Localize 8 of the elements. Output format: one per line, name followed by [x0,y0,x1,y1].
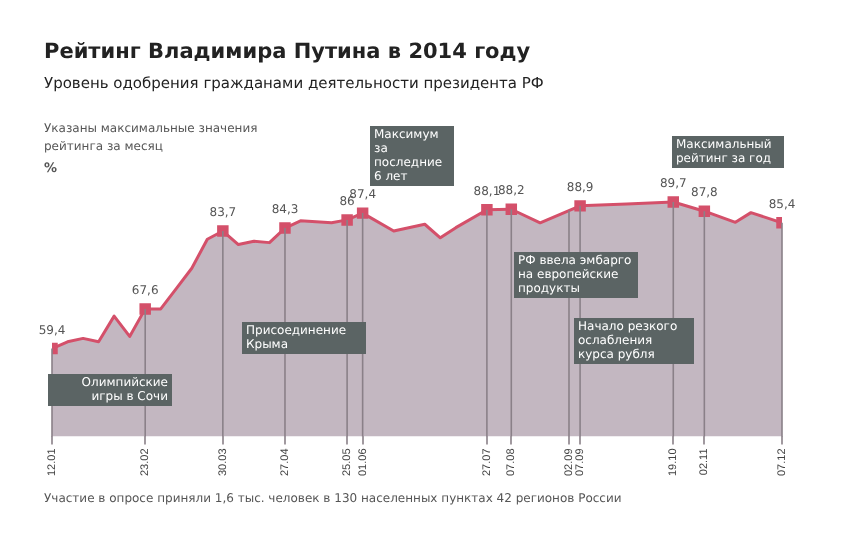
point [574,200,586,212]
point [341,214,353,226]
point [505,203,518,215]
point [356,207,369,219]
point [481,204,493,216]
point [139,303,151,315]
point [698,205,711,217]
chart-title: Рейтинг Владимира Путина в 2014 году [44,40,531,64]
